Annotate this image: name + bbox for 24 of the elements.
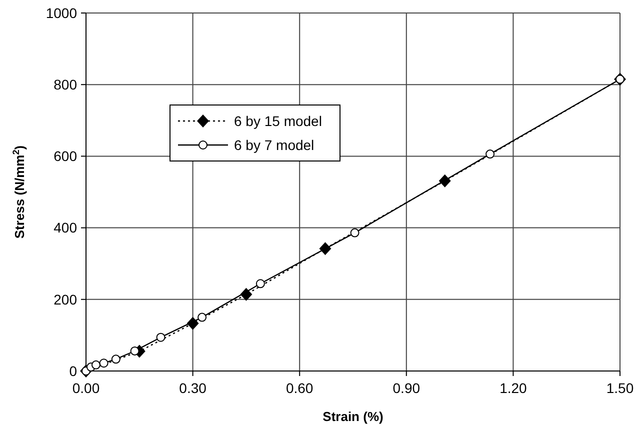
point: [350, 228, 360, 238]
point: [111, 354, 120, 364]
legend-label: 6 by 7 model: [234, 136, 314, 153]
x-tick-label: 0.90: [392, 380, 420, 396]
y-tick-label: 200: [54, 291, 78, 308]
y-tick-label: 0: [69, 362, 78, 379]
x-tick-label: 0.30: [179, 380, 207, 396]
point: [91, 360, 100, 370]
y-tick-label: 600: [54, 148, 78, 164]
x-tick-label: 1.50: [606, 380, 634, 396]
y-tick-label: 1000: [46, 4, 78, 21]
point: [486, 150, 495, 159]
x-axis-title: Strain (%): [322, 409, 384, 424]
x-tick-label: 0.60: [286, 380, 314, 396]
x-tick-label: 0.00: [72, 380, 100, 396]
point: [99, 358, 108, 368]
point: [198, 312, 207, 322]
point: [130, 346, 140, 356]
y-tick-label: 800: [54, 76, 78, 92]
point: [156, 332, 166, 342]
legend-label: 6 by 15 model: [234, 112, 322, 129]
y-tick-label: 400: [54, 220, 78, 236]
x-tick-label: 1.20: [500, 380, 528, 396]
point: [256, 279, 265, 288]
